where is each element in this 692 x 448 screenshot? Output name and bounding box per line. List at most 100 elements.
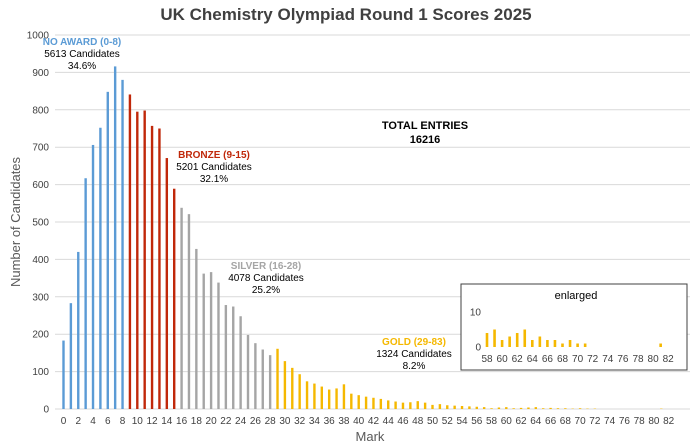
y-tick-labels: 0 100 200 300 400 500 600 700 800 900 1000 (27, 31, 50, 416)
inset-y-tick-labels: 0 10 (470, 308, 482, 354)
bar (446, 405, 449, 409)
inset-x-tick-label: 72 (587, 354, 599, 365)
y-tick-label: 300 (32, 292, 49, 303)
band-name: BRONZE (9-15) (178, 150, 250, 161)
x-tick-label: 20 (206, 416, 218, 427)
bar (512, 408, 515, 409)
x-tick-label: 74 (604, 416, 616, 427)
bar (77, 251, 80, 409)
bar (320, 386, 323, 409)
inset-x-tick-label: 70 (572, 354, 584, 365)
x-tick-label: 26 (250, 416, 262, 427)
bar (106, 91, 109, 410)
x-tick-label: 0 (61, 416, 67, 427)
bar (202, 273, 205, 409)
bar (121, 79, 124, 409)
bar (505, 407, 508, 409)
bars (62, 66, 663, 410)
x-axis-title: Mark (356, 429, 385, 444)
bar (143, 110, 146, 409)
x-tick-label: 78 (634, 416, 646, 427)
bar (416, 401, 419, 409)
bar (527, 407, 530, 409)
bar (261, 349, 264, 409)
y-tick-label: 0 (43, 405, 49, 416)
inset-bar (538, 336, 542, 347)
bar (291, 367, 294, 409)
bar (313, 383, 316, 409)
bar (99, 127, 102, 409)
bar (556, 408, 560, 409)
x-tick-label: 28 (265, 416, 277, 427)
band-percent: 32.1% (200, 174, 228, 185)
band-name: SILVER (16-28) (231, 261, 301, 272)
band-count: 5613 Candidates (44, 49, 120, 60)
bar (468, 406, 471, 409)
inset-x-tick-label: 80 (648, 354, 660, 365)
y-tick-label: 900 (32, 68, 49, 79)
inset-bar (553, 340, 557, 347)
inset-bar (568, 340, 572, 347)
bar (150, 125, 154, 409)
bar (372, 397, 375, 409)
bar (409, 402, 412, 409)
bar (475, 406, 478, 409)
bar (423, 402, 427, 409)
band-name: GOLD (29-83) (382, 337, 446, 348)
x-tick-label: 64 (530, 416, 542, 427)
total-entries-label: TOTAL ENTRIES (382, 120, 468, 132)
inset-x-tick-label: 58 (481, 354, 493, 365)
bar (401, 402, 405, 409)
band-count: 5201 Candidates (176, 162, 252, 173)
bar (431, 404, 434, 409)
x-tick-label: 42 (368, 416, 380, 427)
bar (91, 144, 95, 409)
inset-bar (515, 333, 519, 347)
x-tick-label: 46 (397, 416, 409, 427)
chart-title: UK Chemistry Olympiad Round 1 Scores 202… (160, 5, 531, 24)
bar (394, 401, 397, 409)
y-tick-label: 700 (32, 143, 49, 154)
inset-bar (485, 333, 489, 347)
inset-x-tick-label: 82 (663, 354, 675, 365)
y-tick-label: 200 (32, 330, 49, 341)
band-percent: 8.2% (403, 361, 426, 372)
x-tick-label: 60 (501, 416, 513, 427)
x-tick-label: 4 (90, 416, 96, 427)
band-percent: 25.2% (252, 285, 280, 296)
bar (534, 407, 538, 409)
bar (497, 407, 501, 409)
band-count: 1324 Candidates (376, 349, 452, 360)
x-tick-label: 36 (324, 416, 336, 427)
bar (113, 66, 117, 409)
inset-bar (576, 343, 579, 347)
bar (298, 374, 301, 409)
inset-x-tick-label: 74 (602, 354, 614, 365)
bar (453, 405, 456, 409)
bar (542, 408, 545, 409)
x-tick-label: 52 (442, 416, 454, 427)
inset-x-tick-labels: 58 60 62 64 66 68 70 72 74 76 78 80 82 (481, 354, 674, 365)
y-axis-title: Number of Candidates (8, 156, 23, 287)
inset-x-tick-label: 68 (557, 354, 569, 365)
x-tick-label: 58 (486, 416, 498, 427)
x-tick-label: 14 (161, 416, 173, 427)
y-tick-label: 100 (32, 367, 49, 378)
x-tick-label: 12 (146, 416, 158, 427)
x-tick-label: 16 (176, 416, 188, 427)
x-tick-label: 30 (279, 416, 291, 427)
y-tick-label: 1000 (27, 31, 50, 42)
x-tick-label: 54 (456, 416, 468, 427)
inset-y-tick-label: 0 (475, 343, 481, 354)
bar (246, 334, 250, 409)
x-tick-label: 66 (545, 416, 557, 427)
x-tick-label: 72 (589, 416, 601, 427)
bar (165, 158, 169, 409)
x-tick-label: 32 (294, 416, 306, 427)
bar (158, 128, 161, 409)
x-tick-label: 24 (235, 416, 247, 427)
x-tick-label: 18 (191, 416, 203, 427)
inset-bar (531, 340, 534, 347)
inset-x-tick-label: 62 (512, 354, 524, 365)
